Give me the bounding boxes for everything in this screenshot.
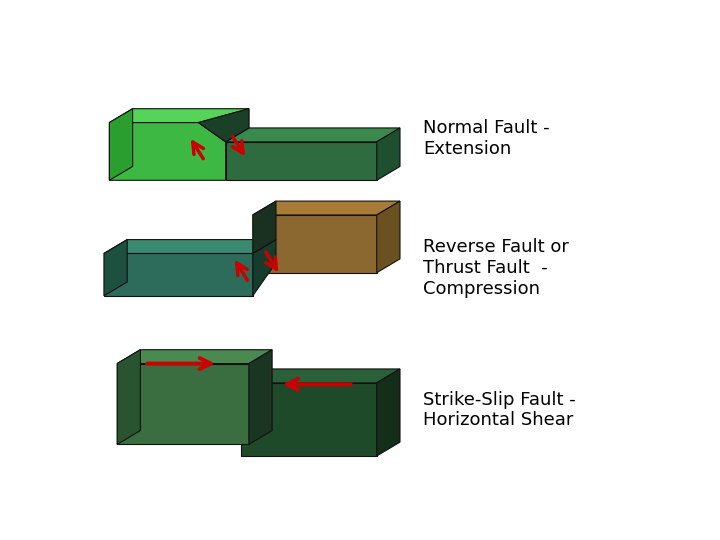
Polygon shape: [241, 383, 377, 456]
Polygon shape: [104, 240, 127, 296]
Polygon shape: [241, 369, 400, 383]
Polygon shape: [225, 128, 400, 142]
Text: Reverse Fault or
Thrust Fault  -
Compression: Reverse Fault or Thrust Fault - Compress…: [423, 238, 569, 298]
Text: Normal Fault -
Extension: Normal Fault - Extension: [423, 119, 550, 158]
Polygon shape: [377, 369, 400, 456]
Polygon shape: [117, 363, 249, 444]
Polygon shape: [104, 240, 276, 253]
Polygon shape: [109, 109, 132, 180]
Polygon shape: [109, 123, 225, 180]
Polygon shape: [253, 240, 276, 296]
Polygon shape: [225, 142, 377, 180]
Polygon shape: [117, 350, 140, 444]
Text: Strike-Slip Fault -
Horizontal Shear: Strike-Slip Fault - Horizontal Shear: [423, 390, 576, 429]
Polygon shape: [117, 350, 272, 363]
Polygon shape: [253, 201, 400, 215]
Polygon shape: [377, 128, 400, 180]
Polygon shape: [199, 109, 249, 142]
Polygon shape: [253, 215, 377, 273]
Polygon shape: [253, 201, 276, 253]
Polygon shape: [377, 201, 400, 273]
Polygon shape: [104, 253, 253, 296]
Polygon shape: [199, 109, 249, 142]
Polygon shape: [109, 109, 249, 138]
Polygon shape: [249, 350, 272, 444]
